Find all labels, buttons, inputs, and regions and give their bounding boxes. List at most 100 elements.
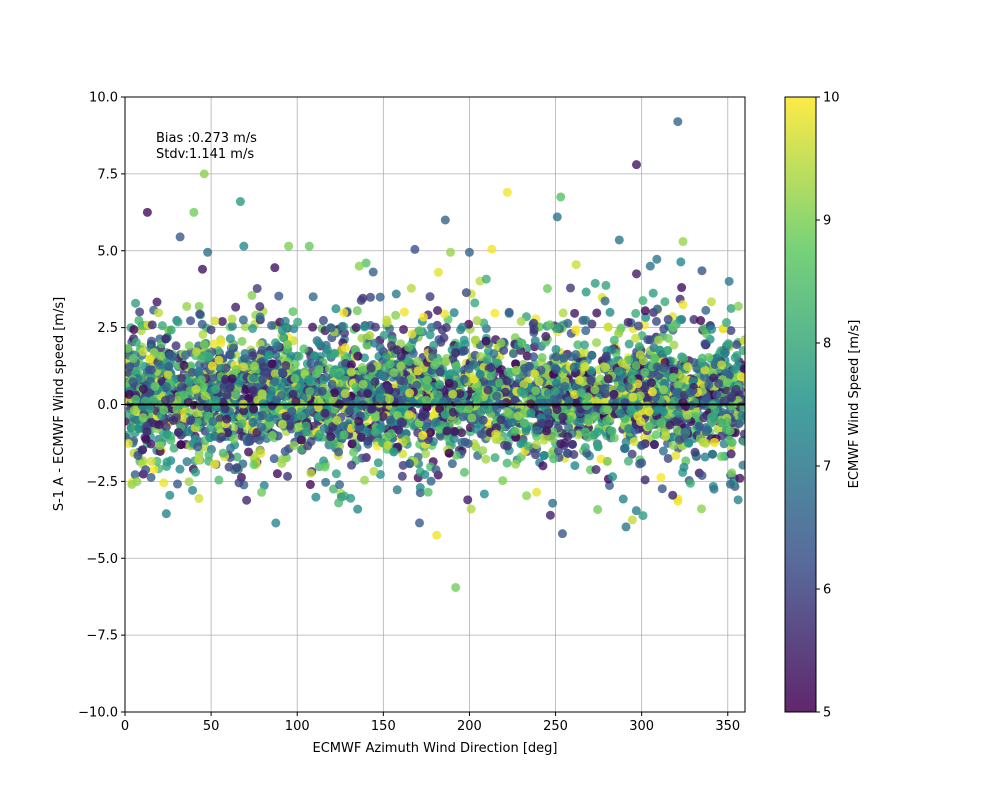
scatter-point-outlier (532, 487, 542, 497)
scatter-point (587, 350, 597, 360)
scatter-point (199, 339, 209, 349)
scatter-point (725, 435, 735, 445)
scatter-point (645, 335, 655, 345)
scatter-point (239, 406, 249, 416)
scatter-point (161, 382, 171, 392)
scatter-point (257, 389, 267, 399)
scatter-point (232, 452, 242, 462)
scatter-point (617, 358, 627, 368)
scatter-point (421, 449, 431, 459)
scatter-point (567, 439, 577, 449)
x-tick-label: 100 (285, 719, 310, 734)
scatter-point (193, 442, 203, 452)
scatter-point (353, 504, 363, 514)
scatter-point (716, 451, 726, 461)
scatter-point (211, 384, 221, 394)
scatter-point (547, 433, 557, 443)
scatter-point (281, 360, 291, 370)
scatter-point (640, 306, 650, 316)
scatter-point (162, 429, 172, 439)
scatter-point (506, 410, 516, 420)
scatter-point (560, 438, 570, 448)
scatter-point (638, 356, 648, 366)
scatter-point (459, 467, 469, 477)
scatter-point (704, 380, 714, 390)
scatter-point (210, 431, 220, 441)
scatter-point-outlier (451, 582, 461, 592)
scatter-point (194, 455, 204, 465)
scatter-point (652, 254, 662, 264)
scatter-point (368, 267, 378, 277)
scatter-point (628, 392, 638, 402)
scatter-point (609, 389, 619, 399)
scatter-point (345, 406, 355, 416)
scatter-point (580, 362, 590, 372)
scatter-point (552, 405, 562, 415)
scatter-point (571, 325, 581, 335)
scatter-point (723, 378, 733, 388)
scatter-point (420, 470, 430, 480)
y-tick-label: −5.0 (86, 552, 118, 567)
scatter-point (663, 314, 673, 324)
scatter-point (412, 380, 422, 390)
scatter-point (346, 367, 356, 377)
scatter-point (397, 471, 407, 481)
scatter-point (441, 357, 451, 367)
scatter-point-outlier (571, 260, 581, 270)
scatter-point (468, 359, 478, 369)
scatter-point (426, 476, 436, 486)
scatter-point-outlier (552, 212, 562, 222)
scatter-point (255, 446, 265, 456)
scatter-point (464, 404, 474, 414)
scatter-point (128, 377, 138, 387)
scatter-point (405, 459, 415, 469)
scatter-point (427, 322, 437, 332)
scatter-point (408, 349, 418, 359)
scatter-point (583, 416, 593, 426)
scatter-point (499, 345, 509, 355)
scatter-point (739, 436, 745, 446)
scatter-point (478, 446, 488, 456)
scatter-point (308, 292, 318, 302)
scatter-point (425, 330, 435, 340)
scatter-point-outlier (304, 241, 314, 251)
scatter-point (184, 377, 194, 387)
scatter-point (451, 361, 461, 371)
scatter-point (678, 373, 688, 383)
scatter-point-outlier (203, 247, 213, 257)
scatter-point (603, 322, 613, 332)
scatter-point (244, 447, 254, 457)
scatter-point (531, 386, 541, 396)
scatter-point (415, 326, 425, 336)
scatter-point (508, 349, 518, 359)
scatter-point (455, 403, 465, 413)
scatter-point (149, 348, 159, 358)
scatter-point (689, 358, 699, 368)
scatter-point (204, 450, 214, 460)
scatter-point-outlier (614, 235, 624, 245)
scatter-point (631, 361, 641, 371)
scatter-point (405, 388, 415, 398)
scatter-point (574, 375, 584, 385)
scatter-point (491, 423, 501, 433)
scatter-point (738, 460, 745, 470)
scatter-point (495, 378, 505, 388)
scatter-point (709, 413, 719, 423)
x-tick-label: 300 (629, 719, 654, 734)
scatter-point (383, 440, 393, 450)
scatter-point (385, 394, 395, 404)
scatter-point (638, 511, 648, 521)
scatter-point (396, 361, 406, 371)
scatter-point (472, 316, 482, 326)
scatter-point (129, 405, 139, 415)
scatter-point (616, 408, 626, 418)
scatter-point (219, 382, 229, 392)
scatter-point (707, 324, 717, 334)
scatter-point (682, 410, 692, 420)
scatter-point (237, 336, 247, 346)
scatter-point-outlier (446, 247, 455, 257)
stdv-annotation: Stdv:1.141 m/s (156, 147, 254, 162)
scatter-point (161, 334, 171, 344)
scatter-point (476, 406, 486, 416)
scatter-point-outlier (270, 263, 280, 273)
